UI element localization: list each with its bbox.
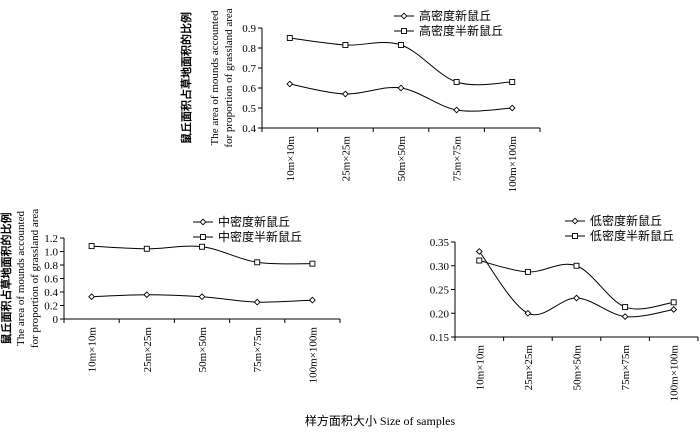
x-tick-label: 50m×50m [197,327,209,373]
chart-low-density: 0.15 0.20 0.25 0.30 0.35 10m×10m 25m×25m 50m×50… [430,213,699,402]
data-point [670,299,677,306]
data-point [341,90,349,98]
legend-marker [572,233,578,239]
data-point [88,243,95,250]
series-line [478,251,674,318]
data-point [309,260,316,267]
legend-label: 低密度新鼠丘 [590,213,662,228]
y-tick-label: 0.5 [242,103,256,115]
legend-marker [401,28,407,34]
data-point [453,79,460,85]
x-tick-label: 75m×75m [452,136,464,182]
y-axis-title: The area of mounds accounted [15,211,27,346]
y-axis-title: 鼠丘面积占草地面积的比例 [179,12,193,144]
x-tick-label: 100m×100m [669,345,681,402]
data-point [524,268,531,275]
y-tick-label: 0.7 [242,63,256,75]
y-axis-title: for proportion of grassland area [29,209,41,348]
y-axis-title: for proportion of grassland area [223,8,235,147]
legend-marker [571,217,579,225]
y-tick-label: 0.35 [430,237,450,249]
y-tick-label: 0.2 [44,301,58,313]
y-tick-label: 1.0 [44,247,58,259]
y-tick-label: 0 [53,314,59,326]
y-tick-label: 0.20 [430,308,450,320]
legend-label: 中密度新鼠丘 [218,214,290,229]
x-tick-label: 10m×10m [285,136,297,182]
data-point [198,293,206,301]
y-axis-title: 鼠丘面积占草地面积的比例 [0,213,13,345]
data-point [622,304,629,311]
data-point [398,42,404,48]
data-point [143,245,150,252]
data-point [621,313,629,321]
y-tick-label: 0.4 [44,287,58,299]
y-axis-title: The area of mounds accounted [209,10,221,145]
y-tick-label: 0.6 [242,83,256,95]
legend-label: 高密度新鼠丘 [419,8,491,23]
x-tick-label: 25m×25m [523,345,535,391]
legend-label: 高密度半新鼠丘 [419,23,503,38]
data-point [524,309,532,317]
data-point [254,259,261,266]
legend-label: 中密度半新鼠丘 [218,229,302,244]
x-tick-label: 50m×50m [572,345,584,391]
data-point [199,243,205,250]
x-tick-label: 10m×10m [474,345,486,391]
y-tick-label: 0.30 [430,261,450,273]
x-tick-label: 50m×50m [396,136,408,182]
legend-marker [200,234,206,240]
x-tick-label: 75m×75m [252,327,264,373]
legend-marker [199,218,207,226]
data-point [308,296,316,304]
y-tick-label: 1.2 [44,233,58,245]
y-tick-label: 0.8 [242,43,256,55]
x-tick-label: 10m×10m [87,327,99,373]
y-tick-label: 0.9 [242,23,256,35]
data-point [573,294,580,302]
y-tick-label: 0.15 [430,332,450,344]
x-tick-label: 25m×25m [340,136,352,182]
x-tick-label: 75m×75m [620,345,632,391]
y-tick-label: 0.4 [242,123,256,135]
y-tick-label: 0.25 [430,285,450,297]
x-tick-label: 100m×100m [307,327,319,384]
data-point [453,106,461,114]
chart-medium-density: 00.2 0.40.6 0.81.0 1.2 10m×10m 25m×25m 50m×50m… [0,209,341,384]
data-point [286,80,294,88]
y-tick-label: 0.8 [44,260,58,272]
data-point [476,257,483,264]
data-point [508,104,516,112]
data-point [475,248,483,255]
data-point [573,262,580,269]
legend-label: 低密度半新鼠丘 [590,228,674,243]
data-point [253,298,261,306]
data-point [670,306,678,313]
legend-marker [400,12,408,20]
chart-high-density: 0.4 0.5 0.6 0.7 0.8 0.9 10m×10m 25m×25m 50m×50m 7… [179,8,541,193]
x-axis-title: 样方面积大小 Size of samples [305,413,456,428]
y-tick-label: 0.6 [44,274,58,286]
data-point [286,35,293,41]
x-tick-label: 25m×25m [142,327,154,373]
data-point [397,84,405,92]
data-point [509,79,516,85]
data-point [143,291,151,299]
data-point [342,42,349,48]
x-tick-label: 100m×100m [507,136,519,193]
data-point [88,293,96,301]
